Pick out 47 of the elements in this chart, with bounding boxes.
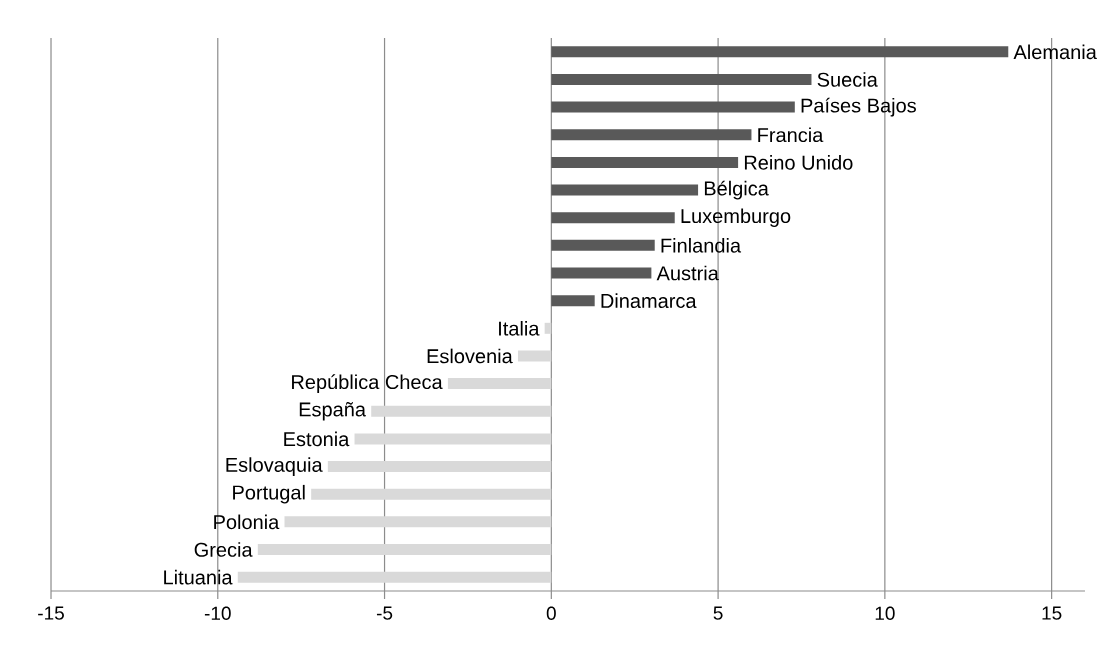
x-tick-label: -10 <box>204 606 231 620</box>
x-tick-label: -15 <box>38 606 64 620</box>
y-tick-label: Portugal <box>233 484 305 504</box>
bar <box>237 571 552 583</box>
bar <box>284 516 552 528</box>
bar <box>447 378 552 390</box>
bar <box>551 46 1009 58</box>
y-tick-label: Dinamarca <box>601 293 697 309</box>
bar <box>551 239 655 251</box>
x-tick-label: 0 <box>546 606 556 620</box>
bar <box>551 267 652 279</box>
y-tick-label: Polonia <box>214 514 280 530</box>
bar <box>257 544 552 556</box>
bar <box>371 405 552 417</box>
y-tick-label: Grecia <box>194 542 253 557</box>
y-tick-label: República Checa <box>292 374 443 394</box>
y-tick-label: Bélgica <box>704 180 769 200</box>
x-tick-label: 10 <box>875 606 895 620</box>
y-tick-label: Eslovaquia <box>226 457 323 476</box>
bar <box>551 295 595 307</box>
bar <box>311 488 552 500</box>
y-tick-label: Suecia <box>817 72 878 87</box>
y-tick-label: Eslovenia <box>427 348 513 364</box>
y-tick-label: España <box>299 402 366 421</box>
y-tick-label: Luxemburgo <box>681 208 791 228</box>
bar <box>354 433 552 445</box>
y-tick-label: Italia <box>499 320 540 336</box>
y-tick-label: Lituania <box>164 569 233 585</box>
bar <box>551 156 739 168</box>
bar <box>551 184 699 196</box>
y-tick-label: Finlandia <box>661 238 742 253</box>
bar <box>551 73 812 85</box>
x-tick-label: -5 <box>376 606 393 620</box>
y-tick-label: Alemania <box>1013 44 1097 60</box>
bar <box>544 322 552 334</box>
x-tick-label: 5 <box>713 606 723 620</box>
bar <box>551 129 752 141</box>
bar <box>327 461 552 473</box>
x-tick-label: 15 <box>1042 606 1062 620</box>
y-tick-label: Países Bajos <box>801 97 916 117</box>
bar <box>517 350 552 362</box>
bar <box>551 212 675 224</box>
y-tick-label: Francia <box>758 127 824 143</box>
y-tick-label: Estonia <box>284 431 350 447</box>
bar <box>551 101 795 113</box>
y-tick-label: Reino Unido <box>744 155 853 170</box>
y-tick-label: Austria <box>656 265 719 281</box>
